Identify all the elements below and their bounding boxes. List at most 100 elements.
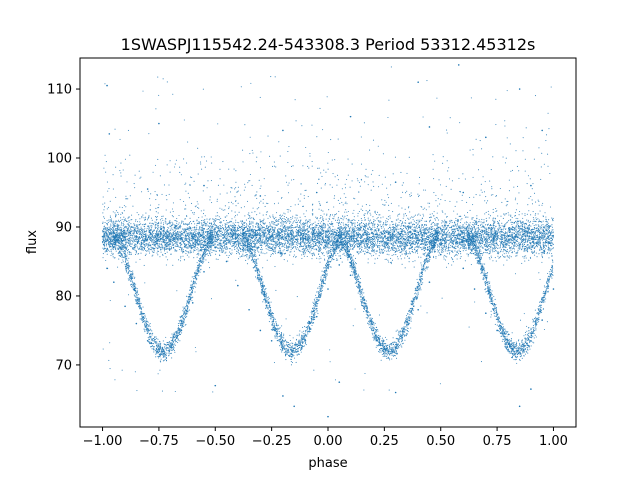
data-point — [358, 220, 360, 222]
data-point — [174, 243, 176, 245]
data-point — [541, 319, 543, 321]
data-point — [406, 333, 408, 335]
data-point — [546, 253, 548, 255]
data-point — [332, 217, 334, 219]
data-point — [123, 234, 125, 236]
data-point — [322, 216, 324, 218]
data-point — [449, 236, 451, 238]
data-point — [236, 221, 238, 223]
data-point — [128, 229, 130, 231]
data-point — [187, 235, 189, 237]
data-point — [511, 248, 513, 250]
data-point — [428, 281, 431, 283]
data-point — [268, 236, 270, 238]
data-point — [489, 234, 491, 236]
data-point — [281, 244, 283, 246]
data-point — [203, 232, 205, 234]
data-point — [250, 223, 252, 225]
data-point — [229, 243, 232, 245]
data-point — [130, 246, 132, 248]
data-point — [220, 245, 223, 247]
data-point — [534, 246, 537, 248]
data-point — [331, 235, 333, 238]
data-point — [539, 228, 541, 230]
data-point — [541, 228, 543, 230]
data-point — [369, 204, 371, 206]
data-point — [293, 236, 295, 239]
data-point — [455, 251, 458, 253]
data-point — [141, 217, 143, 219]
data-point — [298, 234, 300, 236]
data-point — [343, 247, 345, 249]
data-point — [324, 248, 327, 250]
data-point — [315, 244, 317, 246]
data-point — [298, 219, 300, 221]
data-point — [280, 238, 282, 240]
data-point — [273, 245, 275, 247]
data-point — [324, 259, 326, 261]
data-point — [219, 248, 221, 250]
data-point — [310, 246, 312, 248]
data-point — [496, 231, 498, 233]
data-point — [499, 244, 501, 246]
data-point — [124, 240, 126, 242]
data-point — [284, 225, 286, 227]
data-point — [333, 216, 335, 218]
data-point — [300, 230, 302, 232]
data-point — [337, 218, 339, 220]
data-point — [534, 254, 536, 256]
data-point — [255, 223, 257, 225]
data-point — [472, 221, 474, 223]
data-point — [415, 226, 418, 228]
data-point — [521, 221, 523, 223]
data-point — [195, 238, 197, 240]
data-point — [548, 257, 550, 259]
data-point — [299, 235, 301, 237]
data-point — [188, 226, 190, 228]
data-point — [320, 257, 322, 259]
data-point — [151, 226, 153, 228]
data-point — [432, 248, 434, 250]
data-point — [145, 253, 147, 255]
data-point — [511, 246, 513, 248]
data-point — [125, 230, 127, 232]
data-point — [230, 241, 232, 243]
data-point — [379, 232, 381, 234]
data-point — [410, 247, 412, 249]
data-point — [523, 242, 525, 244]
data-point — [240, 232, 242, 234]
data-point — [227, 260, 229, 262]
data-point — [450, 234, 452, 236]
data-point — [463, 235, 465, 237]
data-point — [525, 237, 527, 239]
data-point — [261, 236, 263, 238]
data-point — [186, 244, 188, 246]
data-point — [272, 249, 274, 251]
data-point — [446, 256, 448, 258]
data-point — [401, 250, 403, 252]
data-point — [522, 235, 524, 237]
data-point — [267, 238, 270, 240]
data-point — [389, 215, 391, 217]
data-point — [494, 232, 496, 235]
data-point — [532, 223, 534, 225]
data-point — [386, 253, 388, 255]
data-point — [121, 221, 123, 223]
data-point — [373, 231, 375, 233]
data-point — [417, 81, 419, 83]
data-point — [136, 239, 138, 241]
data-point — [174, 249, 176, 251]
data-point — [493, 239, 496, 241]
data-point — [280, 219, 283, 221]
data-point — [268, 228, 270, 230]
data-point — [209, 228, 212, 230]
data-point — [378, 235, 380, 237]
data-point — [536, 256, 538, 258]
data-point — [387, 249, 389, 251]
data-point — [268, 239, 270, 241]
data-point — [304, 241, 306, 243]
data-point — [499, 247, 501, 249]
data-point — [500, 235, 502, 237]
data-point — [347, 221, 349, 223]
data-point — [181, 220, 183, 222]
